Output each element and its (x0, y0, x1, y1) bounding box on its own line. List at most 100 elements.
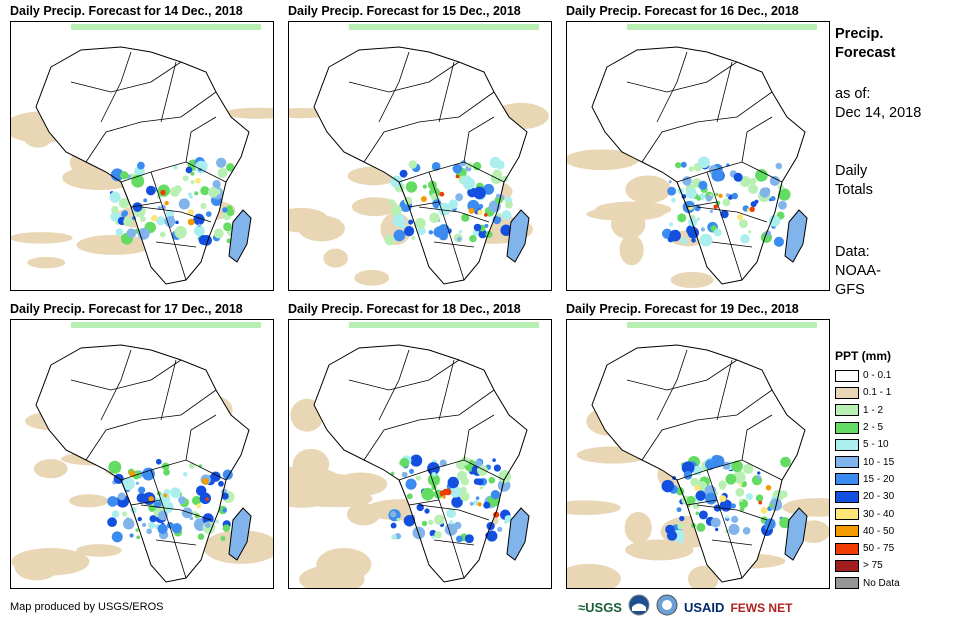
rain-cell (696, 217, 700, 221)
legend-swatch (835, 386, 859, 399)
country-border (100, 349, 132, 421)
legend-label: 40 - 50 (863, 525, 895, 537)
heavy-rain-cell (439, 191, 445, 197)
rain-cell (697, 156, 710, 169)
country-border (155, 539, 197, 546)
legend-item: 20 - 30 (835, 488, 900, 505)
rain-cell (226, 163, 235, 172)
rain-cell (755, 494, 764, 502)
rain-cell (421, 520, 428, 527)
panel-title: Daily Precip. Forecast for 14 Dec., 2018 (10, 4, 243, 18)
rain-cell (460, 456, 470, 466)
coastline (591, 46, 806, 285)
rain-cell (430, 193, 438, 201)
heavy-rain-cell (196, 503, 202, 509)
rain-cell (417, 226, 426, 236)
rain-cell (773, 236, 784, 247)
heavy-rain-cell (746, 208, 751, 212)
legend-swatch (835, 542, 859, 555)
rain-cell (115, 228, 123, 236)
rain-cell (408, 219, 414, 225)
rain-cell (189, 516, 194, 521)
country-border (160, 61, 177, 123)
rain-cell (121, 211, 127, 218)
rain-cell (720, 209, 729, 219)
rain-cell (735, 487, 745, 497)
forecast-panel-2: Daily Precip. Forecast for 15 Dec., 2018 (288, 4, 556, 291)
rain-cell (431, 535, 435, 539)
light-precip-area (223, 107, 273, 119)
legend-item: 40 - 50 (835, 523, 900, 540)
rain-cell (493, 464, 501, 472)
rain-cell (135, 481, 139, 485)
data-source-block: Data: NOAA- GFS (835, 243, 881, 300)
rain-cell (462, 177, 475, 190)
rain-cell (136, 535, 141, 540)
country-border (398, 161, 505, 183)
rain-cell (173, 165, 178, 170)
country-border (438, 359, 455, 421)
country-border (641, 91, 773, 163)
light-precip-area (567, 500, 621, 516)
data-source-line2: GFS (835, 282, 865, 298)
asof-block: as of: Dec 14, 2018 (835, 85, 921, 123)
country-border (716, 61, 733, 123)
rain-cell (132, 202, 143, 212)
rain-cell (210, 471, 221, 482)
rain-cell (460, 160, 467, 167)
rain-cell (680, 237, 688, 245)
rain-cell (408, 160, 418, 169)
country-border (711, 241, 753, 248)
country-border (378, 51, 410, 123)
heavy-rain-cell (444, 488, 452, 496)
light-precip-area (11, 548, 90, 576)
rain-cell (178, 198, 190, 210)
heavy-rain-cell (201, 477, 209, 485)
heavy-rain-cell (128, 470, 136, 477)
rain-cell (429, 212, 440, 224)
light-precip-area (782, 498, 829, 517)
rain-cell (686, 495, 696, 505)
africa-map-svg (289, 322, 539, 588)
rain-cell (444, 523, 458, 536)
country-border (676, 161, 783, 183)
country-border (696, 206, 768, 223)
data-source-line1: NOAA- (835, 263, 881, 279)
country-border (140, 206, 212, 223)
rain-cell (740, 234, 750, 244)
legend-item: No Data (835, 575, 900, 592)
noaa-logo (628, 594, 650, 621)
fews-net-logo: FEWS NET (730, 600, 793, 615)
rain-cell (188, 462, 195, 469)
rain-cell (143, 198, 148, 203)
rain-cell (434, 514, 445, 525)
rain-cell (730, 503, 736, 509)
rain-cell (390, 522, 397, 529)
madagascar (506, 507, 530, 561)
heavy-rain-cell (163, 493, 168, 498)
rain-cell (205, 211, 212, 217)
legend-label: 30 - 40 (863, 508, 895, 520)
rain-cell (688, 217, 698, 227)
rain-cell (139, 216, 146, 222)
rain-cell (464, 534, 474, 544)
rain-cell (680, 161, 687, 168)
country-border (363, 389, 495, 461)
legend-label: 50 - 75 (863, 543, 895, 555)
dhs-logo (656, 594, 678, 621)
totals-line1: Daily (835, 163, 868, 179)
rain-cell (422, 184, 427, 189)
rain-cell (719, 483, 726, 490)
country-border (711, 539, 753, 546)
rain-cell (486, 530, 498, 542)
madagascar (784, 209, 808, 263)
heavy-rain-cell (738, 483, 743, 487)
rain-cell (123, 518, 135, 530)
rain-cell (221, 492, 229, 500)
legend-swatch (835, 456, 859, 469)
rain-cell (222, 207, 228, 213)
rain-cell (111, 205, 119, 214)
rain-cell (452, 163, 463, 174)
rain-cell (745, 493, 753, 501)
rain-cell (472, 161, 482, 171)
